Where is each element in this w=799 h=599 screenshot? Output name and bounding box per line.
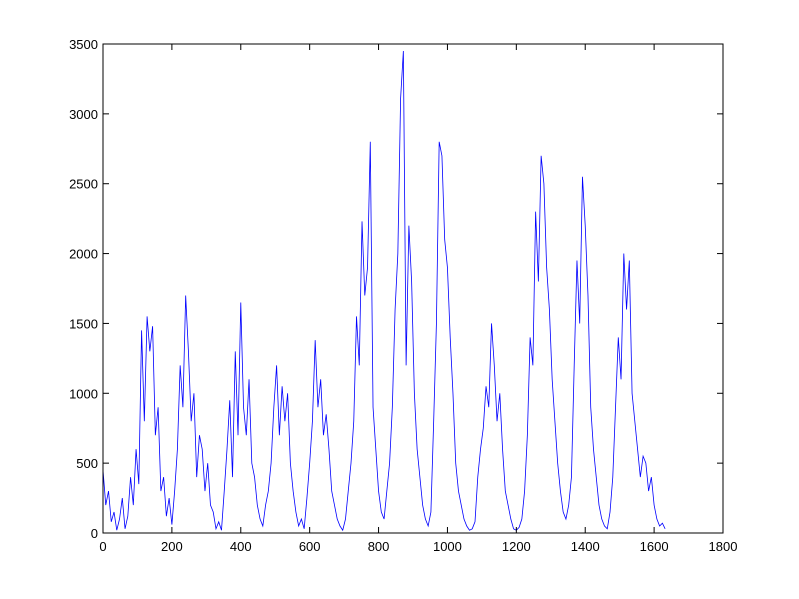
x-tick-label: 1000 (433, 539, 462, 554)
y-tick-label: 500 (76, 456, 98, 471)
data-line (102, 50, 666, 532)
y-tick-label: 2000 (69, 247, 98, 262)
y-tick-label: 3500 (69, 37, 98, 52)
plot-border (102, 43, 724, 534)
x-tick-label: 600 (299, 539, 321, 554)
x-tick-label: 1400 (571, 539, 600, 554)
y-tick-label: 3000 (69, 107, 98, 122)
x-tick-label: 800 (368, 539, 390, 554)
y-tick-label: 2500 (69, 177, 98, 192)
y-tick-label: 0 (91, 526, 98, 541)
x-tick-label: 1800 (709, 539, 738, 554)
y-tick-label: 1000 (69, 386, 98, 401)
plot-frame (102, 43, 724, 534)
x-tick-label: 1200 (502, 539, 531, 554)
x-tick-label: 1600 (640, 539, 669, 554)
x-tick-label: 0 (99, 539, 106, 554)
x-tick-label: 200 (161, 539, 183, 554)
x-tick-label: 400 (230, 539, 252, 554)
y-tick-label: 1500 (69, 316, 98, 331)
